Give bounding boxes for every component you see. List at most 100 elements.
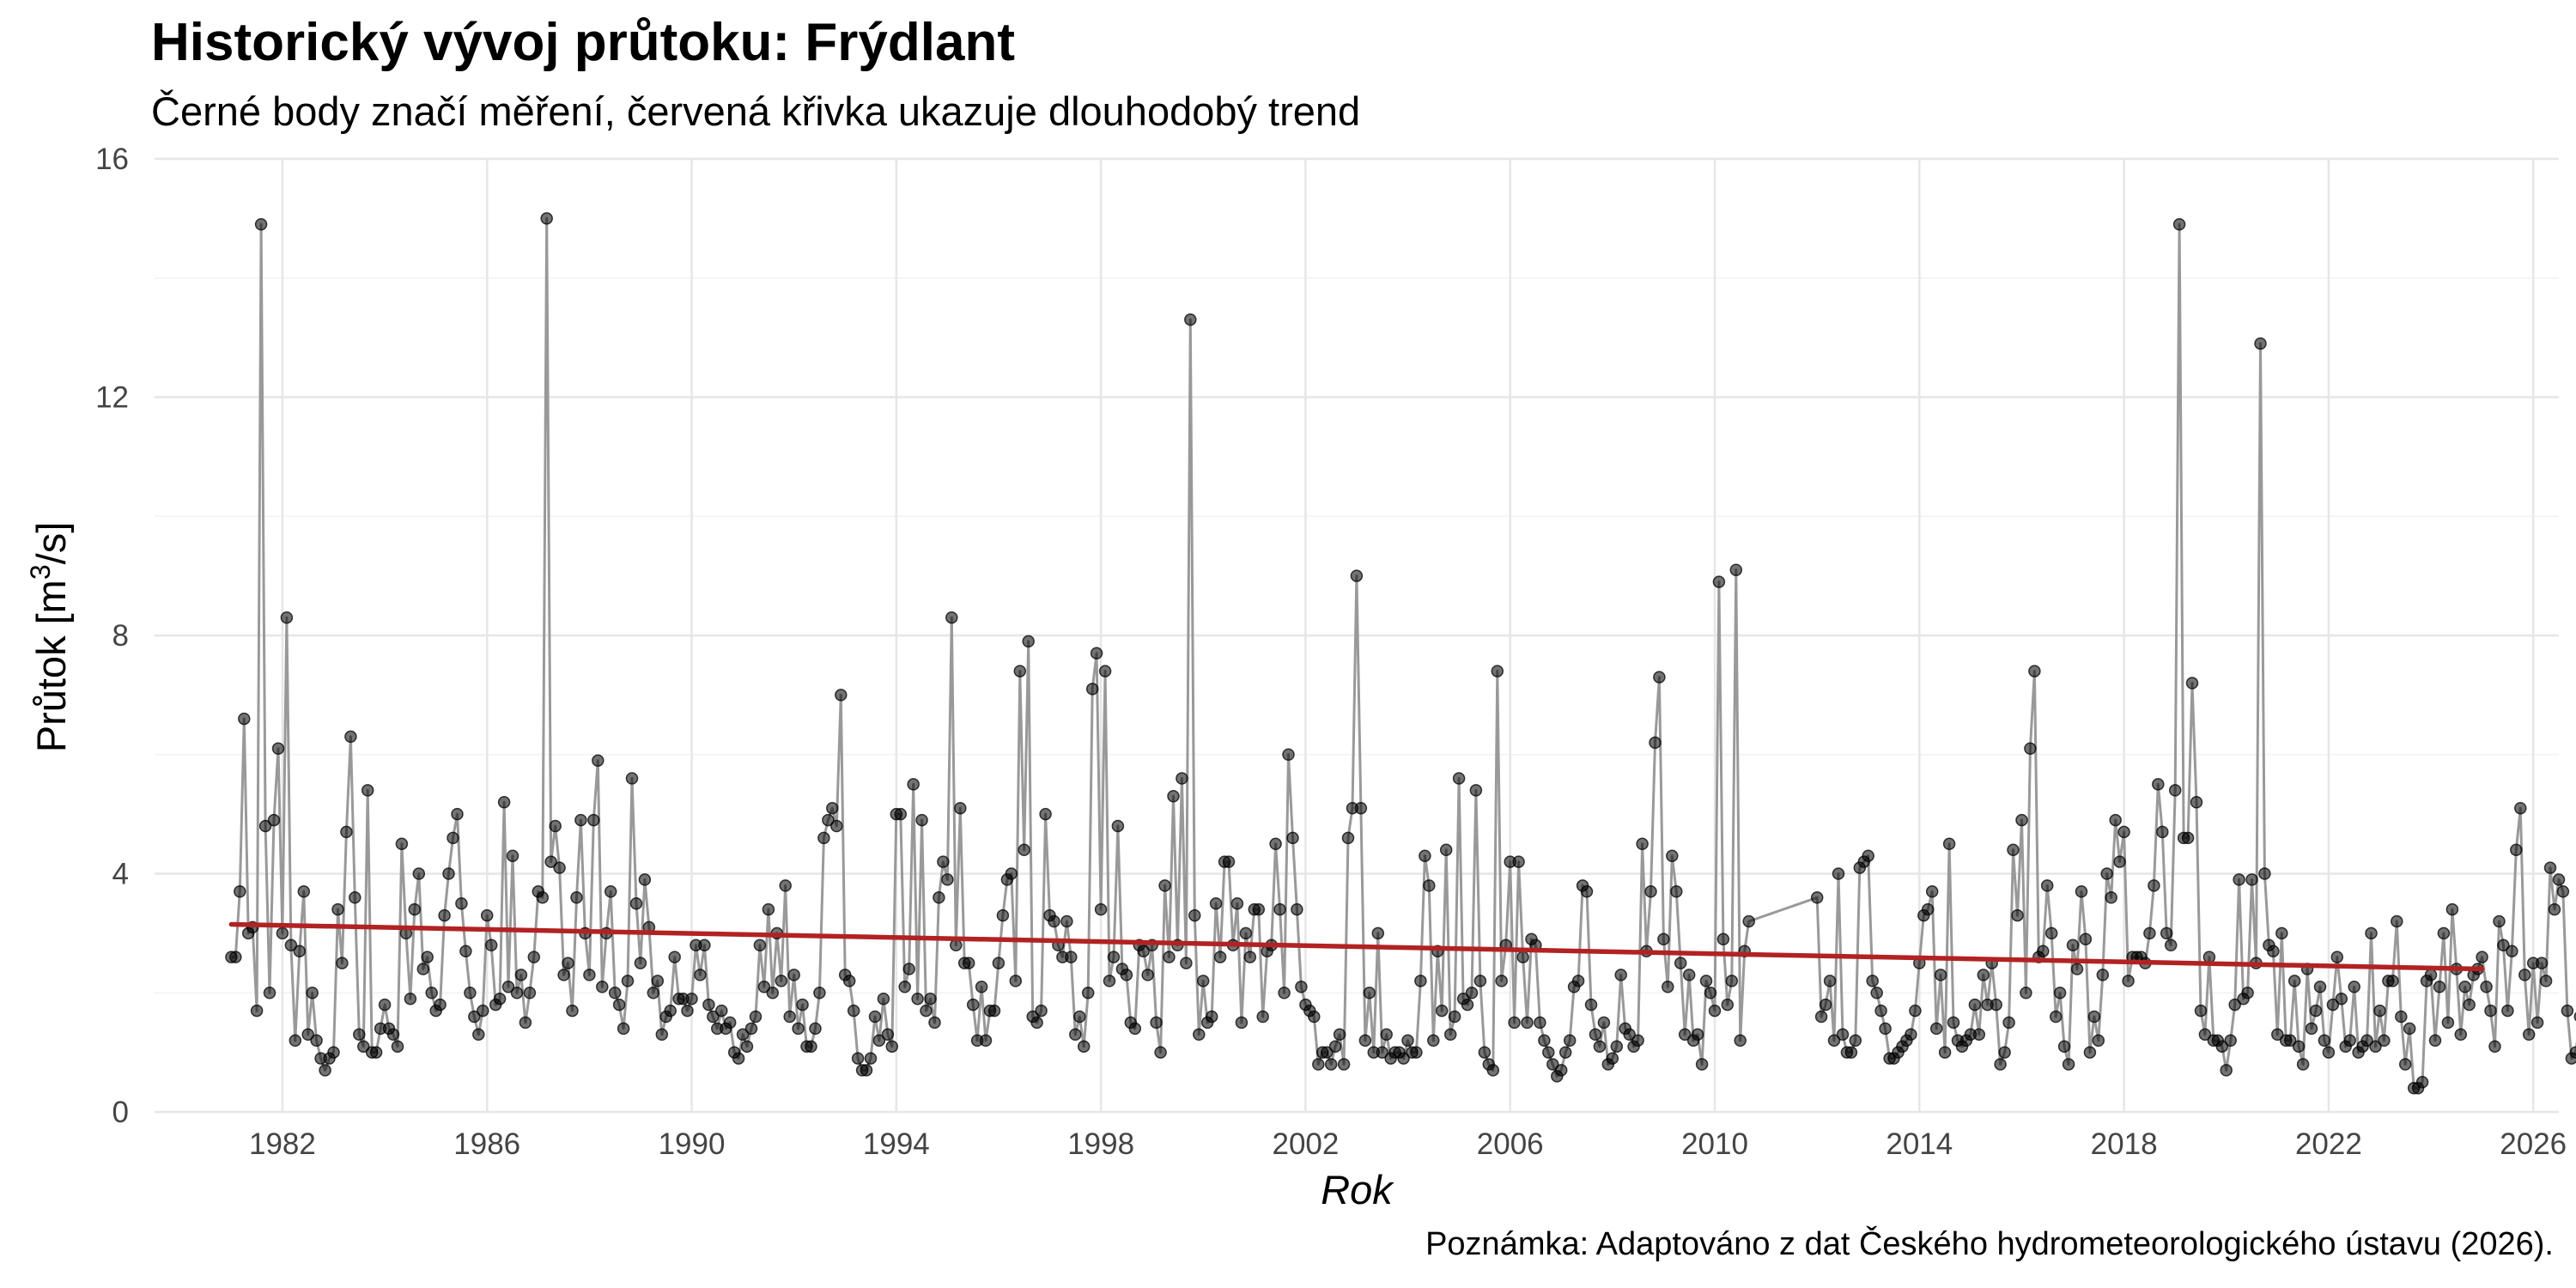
data-point	[1320, 1046, 1334, 1059]
data-point	[638, 873, 652, 886]
data-point	[655, 1028, 669, 1042]
data-point	[477, 1004, 489, 1018]
data-point	[280, 611, 294, 624]
data-point	[877, 992, 890, 1005]
data-point	[2506, 945, 2518, 957]
data-point	[306, 987, 319, 999]
data-point	[2049, 1010, 2063, 1024]
data-point	[753, 939, 767, 952]
data-point	[749, 1010, 762, 1024]
data-point	[506, 849, 519, 862]
data-point	[1649, 736, 1662, 750]
data-point	[2254, 337, 2267, 350]
data-point	[2403, 1022, 2416, 1036]
data-point	[2458, 981, 2471, 993]
data-point	[1947, 1016, 1960, 1030]
data-point	[966, 998, 980, 1012]
data-point	[915, 813, 928, 827]
data-point	[510, 987, 524, 999]
data-point	[238, 712, 251, 726]
data-point	[514, 969, 528, 981]
data-point	[1333, 1028, 1346, 1042]
data-point	[2343, 1034, 2356, 1048]
data-point	[1048, 914, 1060, 928]
data-point	[1909, 1004, 1922, 1018]
data-point	[2020, 987, 2032, 999]
data-point	[1039, 807, 1052, 821]
x-axis-ticks: 1982 1986 1990 1994 1998 2002 2006 2010 2014 2018…	[249, 1127, 2567, 1161]
data-point	[267, 813, 281, 827]
data-point	[451, 807, 464, 821]
data-point	[408, 902, 422, 916]
data-point	[987, 1004, 1001, 1018]
data-point	[1491, 665, 1504, 677]
data-point	[1213, 951, 1227, 963]
y-tick-label: 4	[112, 858, 129, 891]
data-point	[617, 1022, 630, 1036]
data-point	[1929, 1022, 1943, 1036]
data-point	[2220, 1064, 2233, 1077]
data-point	[549, 819, 562, 833]
data-point	[2152, 778, 2165, 791]
data-point	[1708, 1004, 1722, 1018]
data-point	[2292, 1040, 2306, 1053]
data-point	[2296, 1058, 2310, 1071]
data-point	[757, 981, 771, 993]
data-point	[1589, 1028, 1602, 1042]
data-point	[2454, 1028, 2468, 1042]
data-point	[353, 1028, 366, 1042]
data-point	[1721, 998, 1735, 1012]
x-tick-label: 2002	[1272, 1127, 1339, 1161]
data-point	[1435, 1004, 1449, 1018]
data-point	[2245, 873, 2258, 886]
data-point	[647, 987, 660, 999]
chart-subtitle: Černé body značí měření, červená křivka …	[151, 88, 1361, 134]
data-point	[1614, 969, 1627, 981]
data-point	[1022, 635, 1035, 648]
data-point	[2228, 998, 2241, 1012]
data-point	[1256, 1010, 1269, 1024]
data-point	[1666, 849, 1679, 862]
data-point	[1239, 927, 1253, 940]
y-tick-label: 16	[95, 143, 129, 176]
data-point	[698, 939, 711, 952]
data-point	[1278, 987, 1291, 999]
data-point	[911, 992, 924, 1005]
x-axis-title: Rok	[1321, 1167, 1394, 1212]
data-point	[1571, 975, 1585, 987]
data-point	[596, 981, 609, 993]
data-point	[1018, 843, 1030, 857]
data-point	[707, 1010, 720, 1024]
data-point	[920, 1004, 933, 1018]
data-point	[536, 891, 550, 904]
data-point	[744, 1022, 758, 1036]
data-point	[2437, 927, 2451, 940]
data-point	[1695, 1058, 1709, 1071]
data-point	[2267, 945, 2280, 957]
data-point	[1282, 748, 1295, 762]
data-point	[1324, 1058, 1338, 1071]
data-point	[2484, 1004, 2497, 1018]
data-point	[2365, 927, 2378, 940]
x-tick-label: 2018	[2091, 1127, 2158, 1161]
data-point	[1734, 1034, 1747, 1048]
data-point	[992, 957, 1005, 969]
data-point	[297, 885, 311, 898]
data-point	[1098, 665, 1112, 677]
data-point	[2168, 784, 2182, 797]
data-point	[1291, 902, 1303, 916]
data-point	[386, 1028, 400, 1042]
data-point	[1998, 1046, 2011, 1059]
x-tick-label: 1986	[453, 1127, 520, 1161]
data-point	[2164, 939, 2178, 952]
data-point	[1874, 1004, 1887, 1018]
data-point	[2326, 998, 2340, 1012]
data-point	[2148, 879, 2160, 892]
data-point	[881, 1028, 895, 1042]
data-point	[2241, 987, 2254, 999]
data-point	[1670, 885, 1683, 898]
data-point	[1077, 1040, 1091, 1053]
x-tick-label: 2014	[1886, 1127, 1953, 1161]
data-point	[421, 951, 434, 963]
